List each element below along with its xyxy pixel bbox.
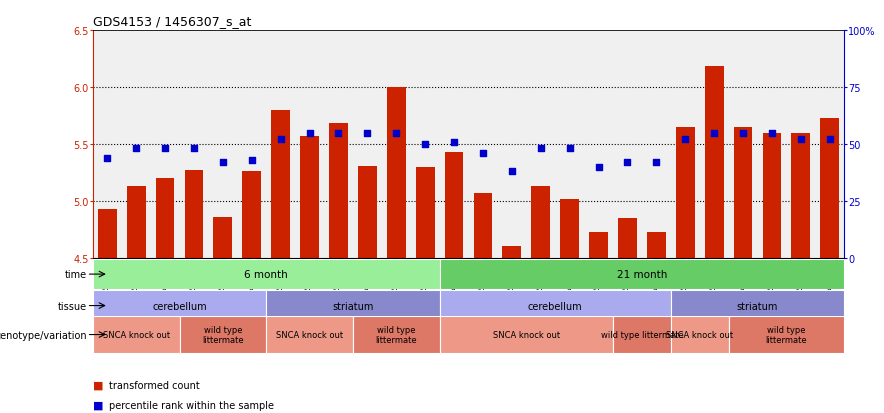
Bar [415,167,435,258]
Point [100,155,114,161]
Bar [445,152,463,258]
Point [736,130,751,136]
Point [621,159,635,166]
Bar [301,137,319,258]
Text: SNCA knock out: SNCA knock out [492,330,560,339]
Point [476,150,490,157]
Text: SNCA knock out: SNCA knock out [276,330,343,339]
Bar [671,291,844,321]
Bar [474,193,492,258]
Text: transformed count: transformed count [109,380,200,390]
Text: tissue: tissue [57,301,87,311]
Bar [439,291,671,321]
Bar [734,128,752,258]
Point [707,130,721,136]
Point [447,139,461,146]
Point [823,137,837,143]
Text: time: time [65,269,87,280]
Text: ■: ■ [93,400,103,410]
Bar [502,247,522,258]
Bar [93,259,439,290]
Bar [266,291,439,321]
Bar [185,171,203,258]
Bar [93,291,266,321]
Text: ■: ■ [93,380,103,390]
Text: SNCA knock out: SNCA knock out [667,330,734,339]
Text: striatum: striatum [332,301,374,311]
Bar [387,88,406,258]
Point [562,146,576,152]
Point [332,130,346,136]
Bar [618,218,636,258]
Point [418,141,432,148]
Bar [213,217,232,258]
Bar [671,316,728,354]
Point [765,130,779,136]
Bar [242,172,261,258]
Bar [820,119,839,258]
Bar [329,124,348,258]
Bar [728,316,844,354]
Point [302,130,316,136]
Point [505,169,519,175]
Point [274,137,288,143]
Text: wild type
littermate: wild type littermate [376,325,417,344]
Point [678,137,692,143]
Bar [531,187,550,258]
Text: wild type
littermate: wild type littermate [202,325,244,344]
Bar [358,166,377,258]
Text: GDS4153 / 1456307_s_at: GDS4153 / 1456307_s_at [93,15,251,28]
Text: 21 month: 21 month [617,269,667,280]
Point [389,130,403,136]
Bar [439,259,844,290]
Bar [93,316,179,354]
Text: cerebellum: cerebellum [528,301,583,311]
Point [361,130,375,136]
Bar [179,316,266,354]
Text: 6 month: 6 month [244,269,288,280]
Bar [763,133,781,258]
Bar [705,67,724,258]
Text: SNCA knock out: SNCA knock out [103,330,170,339]
Text: percentile rank within the sample: percentile rank within the sample [109,400,274,410]
Bar [791,133,811,258]
Point [534,146,548,152]
Bar [589,232,608,258]
Point [591,164,606,171]
Bar [353,316,439,354]
Text: wild type
littermate: wild type littermate [766,325,807,344]
Text: striatum: striatum [737,301,778,311]
Point [794,137,808,143]
Point [649,159,663,166]
Text: genotype/variation: genotype/variation [0,330,87,340]
Text: wild type littermate: wild type littermate [600,330,683,339]
Bar [613,316,671,354]
Bar [439,316,613,354]
Bar [266,316,353,354]
Point [129,146,143,152]
Point [187,146,201,152]
Bar [126,187,146,258]
Point [158,146,172,152]
Bar [647,232,666,258]
Point [216,159,230,166]
Bar [156,178,174,258]
Bar [560,199,579,258]
Bar [271,110,290,258]
Point [245,157,259,164]
Text: cerebellum: cerebellum [152,301,207,311]
Bar [676,128,695,258]
Bar [98,209,117,258]
